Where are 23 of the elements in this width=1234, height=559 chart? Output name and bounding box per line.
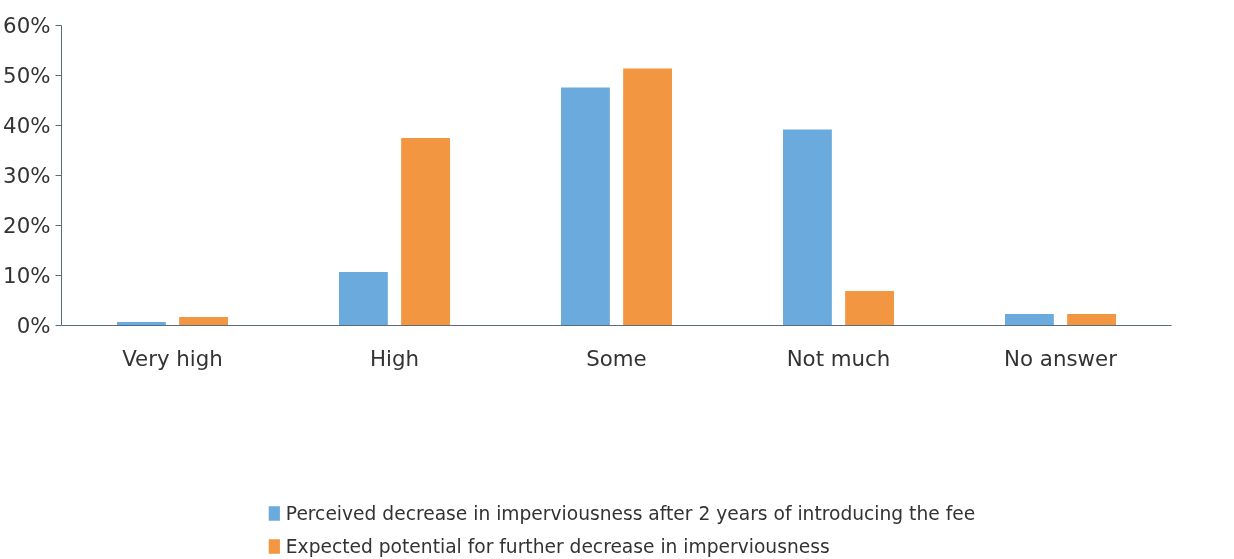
- bar: [179, 317, 228, 326]
- y-tick-label: 10%: [3, 263, 51, 288]
- y-tick-label: 0%: [16, 313, 51, 338]
- legend-label: Expected potential for further decrease in imperviousness: [285, 535, 830, 557]
- y-tick-label: 40%: [3, 113, 51, 138]
- y-tick-label: 20%: [3, 213, 51, 238]
- legend-label: Perceived decrease in imperviousness after 2 years of introducing the fee: [285, 502, 976, 524]
- bar: [339, 272, 388, 326]
- x-tick-label: Some: [586, 345, 647, 371]
- x-tick-label: Very high: [122, 345, 223, 371]
- y-tick-label: 60%: [3, 13, 51, 38]
- x-tick-label: Not much: [786, 345, 891, 371]
- bar: [1067, 314, 1116, 326]
- y-tick-label: 30%: [3, 163, 51, 188]
- bar: [783, 129, 832, 326]
- bar: [561, 87, 610, 326]
- bar: [845, 291, 894, 326]
- bar: [401, 138, 450, 326]
- x-tick-label: High: [369, 345, 420, 371]
- bar: [1005, 314, 1054, 326]
- bar: [623, 68, 672, 326]
- y-tick-label: 50%: [3, 63, 51, 88]
- x-tick-label: No answer: [1004, 345, 1118, 371]
